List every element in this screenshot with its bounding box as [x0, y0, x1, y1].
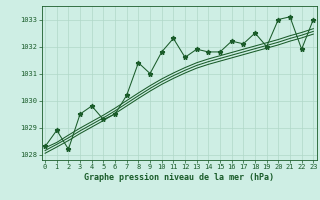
X-axis label: Graphe pression niveau de la mer (hPa): Graphe pression niveau de la mer (hPa) — [84, 173, 274, 182]
